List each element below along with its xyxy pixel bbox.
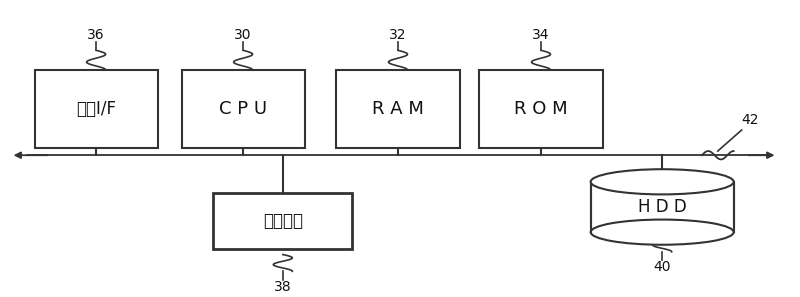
Bar: [479, 70, 602, 148]
Text: R O M: R O M: [514, 100, 568, 118]
Text: 30: 30: [234, 28, 252, 42]
Ellipse shape: [590, 169, 734, 195]
Text: 38: 38: [274, 280, 292, 294]
Bar: [34, 70, 158, 148]
Text: 32: 32: [390, 28, 406, 42]
Text: 36: 36: [87, 28, 105, 42]
Text: R A M: R A M: [372, 100, 424, 118]
Ellipse shape: [590, 219, 734, 245]
Text: 34: 34: [532, 28, 550, 42]
Bar: [182, 70, 305, 148]
Text: C P U: C P U: [219, 100, 267, 118]
Bar: [590, 182, 734, 232]
Text: 输入I/F: 输入I/F: [76, 100, 116, 118]
Text: H D D: H D D: [638, 198, 686, 216]
Text: 42: 42: [742, 113, 759, 127]
Bar: [337, 70, 459, 148]
Bar: [214, 193, 352, 249]
Text: 显示装置: 显示装置: [263, 212, 303, 230]
Text: 40: 40: [654, 260, 671, 274]
